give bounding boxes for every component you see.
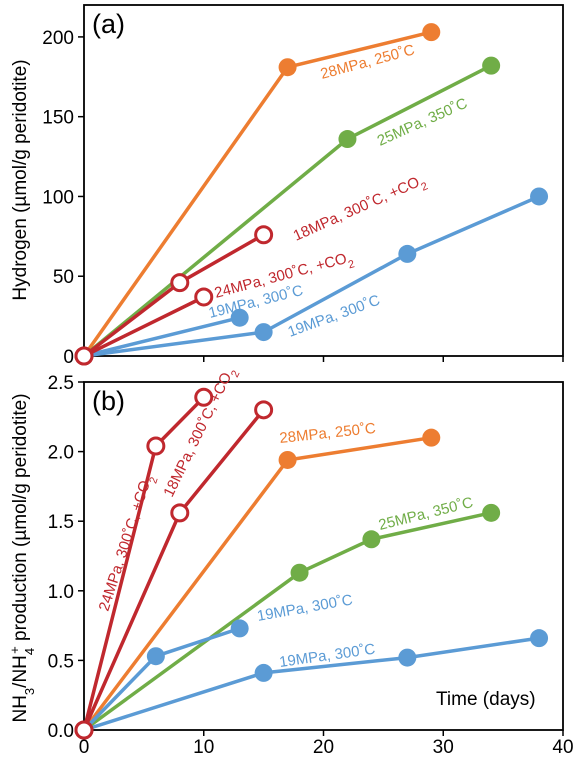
y-tick-label-b: 2.5 <box>48 373 74 394</box>
data-point-a-3 <box>530 187 549 206</box>
data-point-b-5 <box>74 720 94 740</box>
data-point-a-5 <box>170 273 190 293</box>
y-tick-label-b: 0.5 <box>48 651 74 672</box>
label-a-18mpa-co2: 18MPa, 300˚C, +CO2 <box>291 171 430 249</box>
data-point-b-3 <box>398 648 417 667</box>
y-tick-label-a: 50 <box>53 267 74 288</box>
data-point-b-5 <box>170 503 190 523</box>
data-point-b-1 <box>482 503 501 522</box>
data-point-b-4 <box>194 387 214 407</box>
data-point-a-0 <box>278 58 297 77</box>
y-axis-label-a: Hydrogen (µmol/g peridotite) <box>10 59 31 300</box>
series-line-b-1 <box>82 511 492 732</box>
panel-b: (b) NH3/NH4+ production (µmol/g peridoti… <box>7 364 574 758</box>
y-tick-label-b: 2.0 <box>48 443 74 464</box>
data-point-a-3 <box>254 323 273 342</box>
series-line-a-4 <box>83 295 205 358</box>
series-points-b <box>74 387 549 740</box>
data-point-b-3 <box>254 663 273 682</box>
series-points-a <box>74 23 549 366</box>
series-lines-a <box>82 30 540 358</box>
data-point-b-1 <box>362 530 381 549</box>
panel-a: (a) Hydrogen (µmol/g peridotite) 0 50 100 1… <box>10 4 564 368</box>
x-tick-label: 20 <box>313 737 334 758</box>
label-a-25mpa: 25MPa, 350˚C <box>375 95 470 150</box>
x-axis-label: Time (days) <box>436 689 536 710</box>
series-line-a-3 <box>83 194 540 358</box>
label-b-19mpa-upper: 19MPa, 300˚C <box>256 591 354 625</box>
data-point-a-5 <box>74 346 94 366</box>
data-point-a-1 <box>482 56 501 75</box>
data-point-a-3 <box>398 244 417 263</box>
x-tick-label: 40 <box>552 737 573 758</box>
series-labels-b: 28MPa, 250˚C 25MPa, 350˚C 19MPa, 300˚C 1… <box>96 364 475 671</box>
y-tick-label-a: 100 <box>42 187 74 208</box>
data-point-a-2 <box>230 308 249 327</box>
data-point-b-5 <box>254 400 274 420</box>
series-line-b-3 <box>83 636 540 732</box>
data-point-b-2 <box>230 619 249 638</box>
y-ticks-a: 0 50 100 150 200 <box>42 28 564 368</box>
x-ticks: 0 10 20 30 40 <box>79 737 574 758</box>
data-point-a-1 <box>338 130 357 149</box>
panel-label-b: (b) <box>92 386 125 416</box>
data-point-b-3 <box>530 629 549 648</box>
y-tick-label-b: 1.0 <box>48 582 74 603</box>
x-tick-label: 10 <box>193 737 214 758</box>
panel-label-a: (a) <box>92 9 125 39</box>
data-point-a-0 <box>422 23 441 42</box>
label-b-24mpa-co2: 24MPa, 300˚C, +CO2 <box>96 473 161 615</box>
series-line-a-2 <box>83 316 241 358</box>
x-tick-label: 0 <box>79 737 90 758</box>
y-tick-label-a: 0 <box>63 347 74 368</box>
y-ticks-b: 0.0 0.5 1.0 1.5 2.0 2.5 <box>48 373 564 742</box>
series-labels-a: 28MPa, 250˚C 25MPa, 350˚C 18MPa, 300˚C, … <box>207 41 470 340</box>
y-tick-label-b: 1.5 <box>48 512 74 533</box>
y-tick-label-b: 0.0 <box>48 721 74 742</box>
data-point-a-5 <box>254 225 274 245</box>
data-point-b-1 <box>290 563 309 582</box>
y-tick-label-a: 150 <box>42 108 74 129</box>
data-point-b-4 <box>146 436 166 456</box>
data-point-b-0 <box>278 450 297 469</box>
x-tick-label: 30 <box>433 737 454 758</box>
data-point-b-0 <box>422 428 441 447</box>
y-axis-label-b: NH3/NH4+ production (µmol/g peridotite) <box>7 393 37 722</box>
y-tick-label-a: 200 <box>42 28 74 49</box>
data-point-a-4 <box>194 287 214 307</box>
label-b-18mpa-co2: 18MPa, 300˚C, +CO2 <box>160 364 242 502</box>
label-b-28mpa: 28MPa, 250˚C <box>279 420 377 447</box>
data-point-b-2 <box>146 647 165 666</box>
